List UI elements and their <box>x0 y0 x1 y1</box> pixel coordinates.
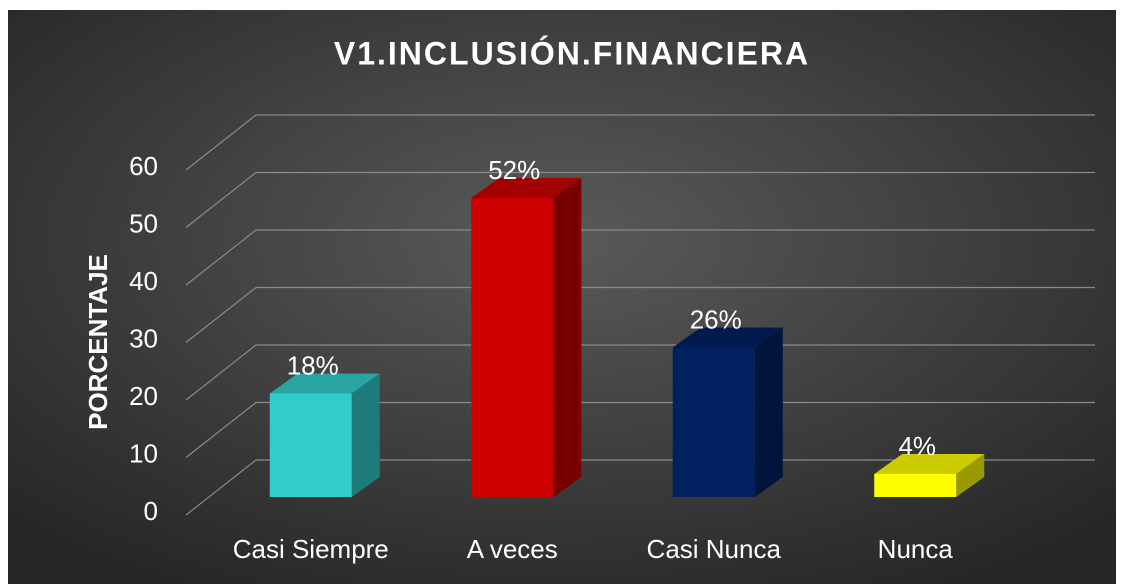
grid-line <box>185 286 1095 343</box>
bar-top <box>471 178 582 198</box>
y-tick-label: 30 <box>129 323 158 353</box>
data-label: 18% <box>287 350 339 380</box>
bar-top <box>672 327 783 348</box>
y-axis-label: PORCENTAJE <box>83 254 113 430</box>
grid-line <box>185 459 1095 516</box>
bar <box>874 474 957 497</box>
y-tick-label: 10 <box>129 438 158 468</box>
y-tick-label: 0 <box>144 496 158 526</box>
x-tick-label: A veces <box>467 534 558 564</box>
data-label: 26% <box>690 304 742 334</box>
y-tick-label: 20 <box>129 381 158 411</box>
grid-line <box>185 114 1095 171</box>
y-tick-label: 60 <box>129 151 158 181</box>
bar-top <box>874 454 985 474</box>
grid-line <box>185 171 1095 228</box>
bar-side <box>754 327 783 497</box>
data-label: 4% <box>898 431 936 461</box>
y-tick-label: 50 <box>129 208 158 238</box>
bar-side <box>956 454 985 497</box>
grid-line <box>185 229 1095 286</box>
chart-title: V1.INCLUSIÓN.FINANCIERA <box>334 35 810 71</box>
bar-top <box>269 373 380 394</box>
bar <box>672 347 755 497</box>
x-tick-label: Nunca <box>878 534 954 564</box>
bar-side <box>351 373 380 497</box>
data-label: 52% <box>488 155 540 185</box>
bar-side <box>553 178 582 497</box>
x-tick-label: Casi Nunca <box>647 534 782 564</box>
bar <box>269 393 352 497</box>
x-tick-label: Casi Siempre <box>233 534 389 564</box>
y-tick-label: 40 <box>129 266 158 296</box>
grid-line <box>185 401 1095 458</box>
bar <box>471 198 554 497</box>
grid-line <box>185 344 1095 401</box>
